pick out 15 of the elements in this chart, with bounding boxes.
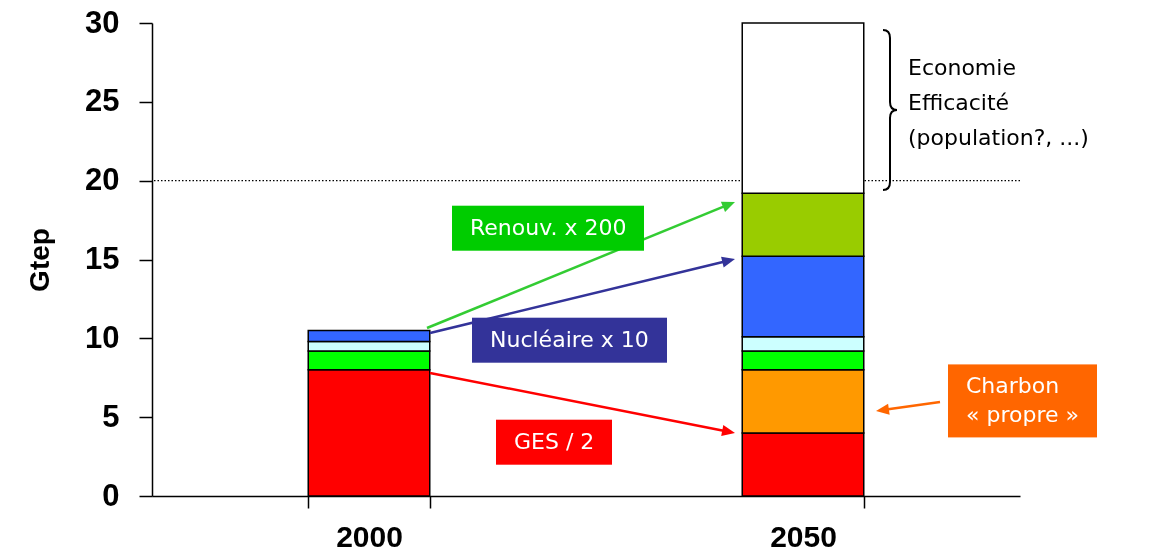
y-tick-label: 25 [85, 83, 120, 119]
y-tick-label: 0 [102, 477, 120, 513]
x-tick-label: 2050 [770, 519, 837, 553]
annotation: Economie Efficacité (population?, ...) [908, 53, 1089, 152]
y-tick-label: 20 [85, 162, 120, 198]
annotation: Charbon « propre » [948, 364, 1097, 438]
y-tick-label: 10 [85, 319, 120, 355]
y-tick-label: 30 [85, 4, 120, 40]
y-axis-title: Gtep [24, 228, 56, 292]
x-tick-label: 2000 [336, 519, 403, 553]
annotation: GES / 2 [496, 419, 613, 465]
annotation: Nucléaire x 10 [472, 317, 667, 363]
y-tick-label: 5 [102, 398, 120, 434]
annotation: Renouv. x 200 [452, 205, 645, 251]
y-tick-label: 15 [85, 241, 120, 276]
